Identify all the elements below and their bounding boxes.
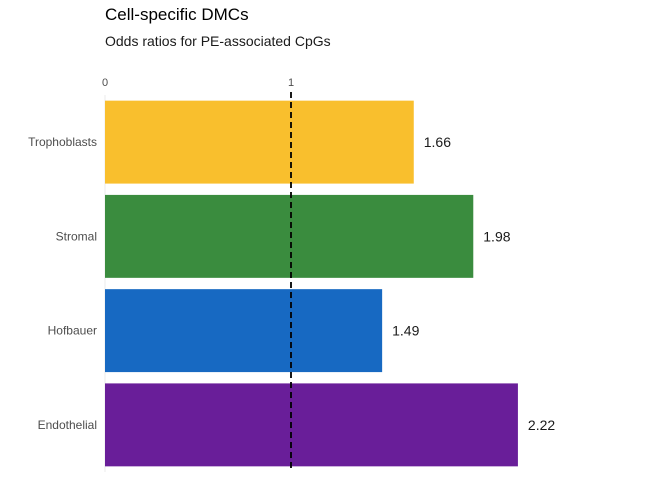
x-tick-label-0: 0 [102,77,108,89]
value-label-endothelial: 2.22 [528,417,555,433]
category-label-trophoblasts: Trophoblasts [28,135,97,149]
bar-stromal [105,194,474,278]
bar-trophoblasts [105,100,414,184]
bar-endothelial [105,383,518,467]
value-label-hofbauer: 1.49 [392,323,419,339]
value-label-trophoblasts: 1.66 [424,134,451,150]
category-label-hofbauer: Hofbauer [48,324,97,338]
value-label-stromal: 1.98 [483,228,510,244]
x-tick-label-1: 1 [288,77,294,89]
bar-hofbauer [105,289,383,373]
chart-subtitle: Odds ratios for PE-associated CpGs [105,33,331,49]
category-label-stromal: Stromal [56,229,97,243]
chart-title: Cell-specific DMCs [105,5,249,24]
category-label-endothelial: Endothelial [38,418,97,432]
